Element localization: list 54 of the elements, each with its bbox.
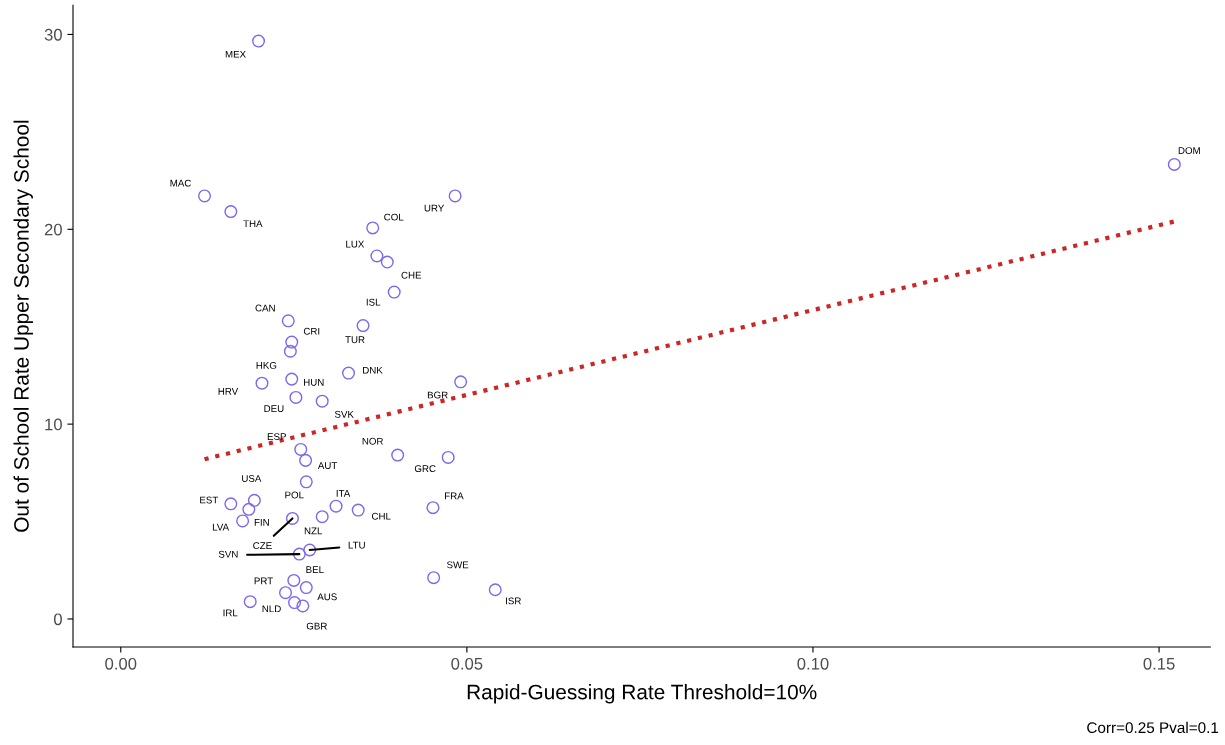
annotation: SWE — [447, 561, 469, 569]
x-tick-label: 0.00 — [105, 657, 137, 670]
annotation: FIN — [254, 519, 269, 526]
annotation: MAC — [170, 179, 191, 187]
annotation: IRL — [223, 609, 238, 617]
y-tick-label: 30 — [44, 28, 62, 41]
annotation: HUN — [304, 378, 324, 386]
annotation: DEU — [264, 405, 284, 413]
annotation: TUR — [345, 336, 365, 344]
x-tick-label: 0.15 — [1143, 657, 1175, 670]
annotation: SVN — [218, 550, 238, 558]
x-axis-title: Rapid-Guessing Rate Threshold=10% — [467, 684, 817, 704]
annotation: CHL — [371, 512, 391, 520]
annotation: COL — [384, 213, 404, 221]
x-tick-label: 0.05 — [451, 657, 483, 670]
annotation: LUX — [346, 240, 365, 248]
annotation: LTU — [348, 541, 365, 549]
annotation: CZE — [253, 542, 272, 550]
annotation: CRI — [303, 327, 320, 335]
annotation: LVA — [212, 523, 230, 531]
annotation: BEL — [306, 566, 324, 573]
annotation: HKG — [256, 361, 277, 369]
annotation: CHE — [401, 271, 422, 279]
annotation: THA — [243, 220, 263, 228]
x-tick-label: 0.10 — [797, 657, 829, 670]
annotation: DNK — [363, 366, 383, 374]
annotation: GBR — [306, 622, 327, 630]
y-tick-label: 10 — [45, 418, 62, 431]
y-tick-label: 20 — [44, 223, 62, 236]
annotation: SVK — [334, 410, 354, 418]
annotation: MEX — [225, 50, 246, 58]
annotation: POL — [285, 491, 304, 499]
annotation: ITA — [336, 489, 351, 497]
annotation: FRA — [445, 492, 464, 500]
annotation: PRT — [254, 577, 273, 585]
annotation: GRC — [414, 465, 436, 473]
annotation: ESP — [267, 433, 286, 441]
annotation: USA — [242, 475, 262, 482]
annotation: NOR — [362, 437, 383, 445]
y-axis-title: Out of School Rate Upper Secondary School — [13, 120, 33, 532]
annotation: HRV — [218, 388, 239, 395]
annotation: EST — [200, 496, 219, 504]
annotation: NLD — [262, 605, 281, 613]
annotation: BGR — [427, 391, 448, 399]
y-tick-label: 0 — [53, 613, 62, 626]
annotation: ISR — [506, 597, 521, 605]
annotation: DOM — [1178, 147, 1200, 155]
annotation: NZL — [304, 527, 323, 535]
annotation: ISL — [366, 298, 381, 306]
annotation: AUS — [317, 593, 337, 601]
text: Corr=0.25 Pval=0.1 — [1087, 721, 1219, 734]
annotation: AUT — [317, 462, 338, 469]
annotation: URY — [424, 204, 445, 212]
annotation: CAN — [255, 304, 275, 312]
